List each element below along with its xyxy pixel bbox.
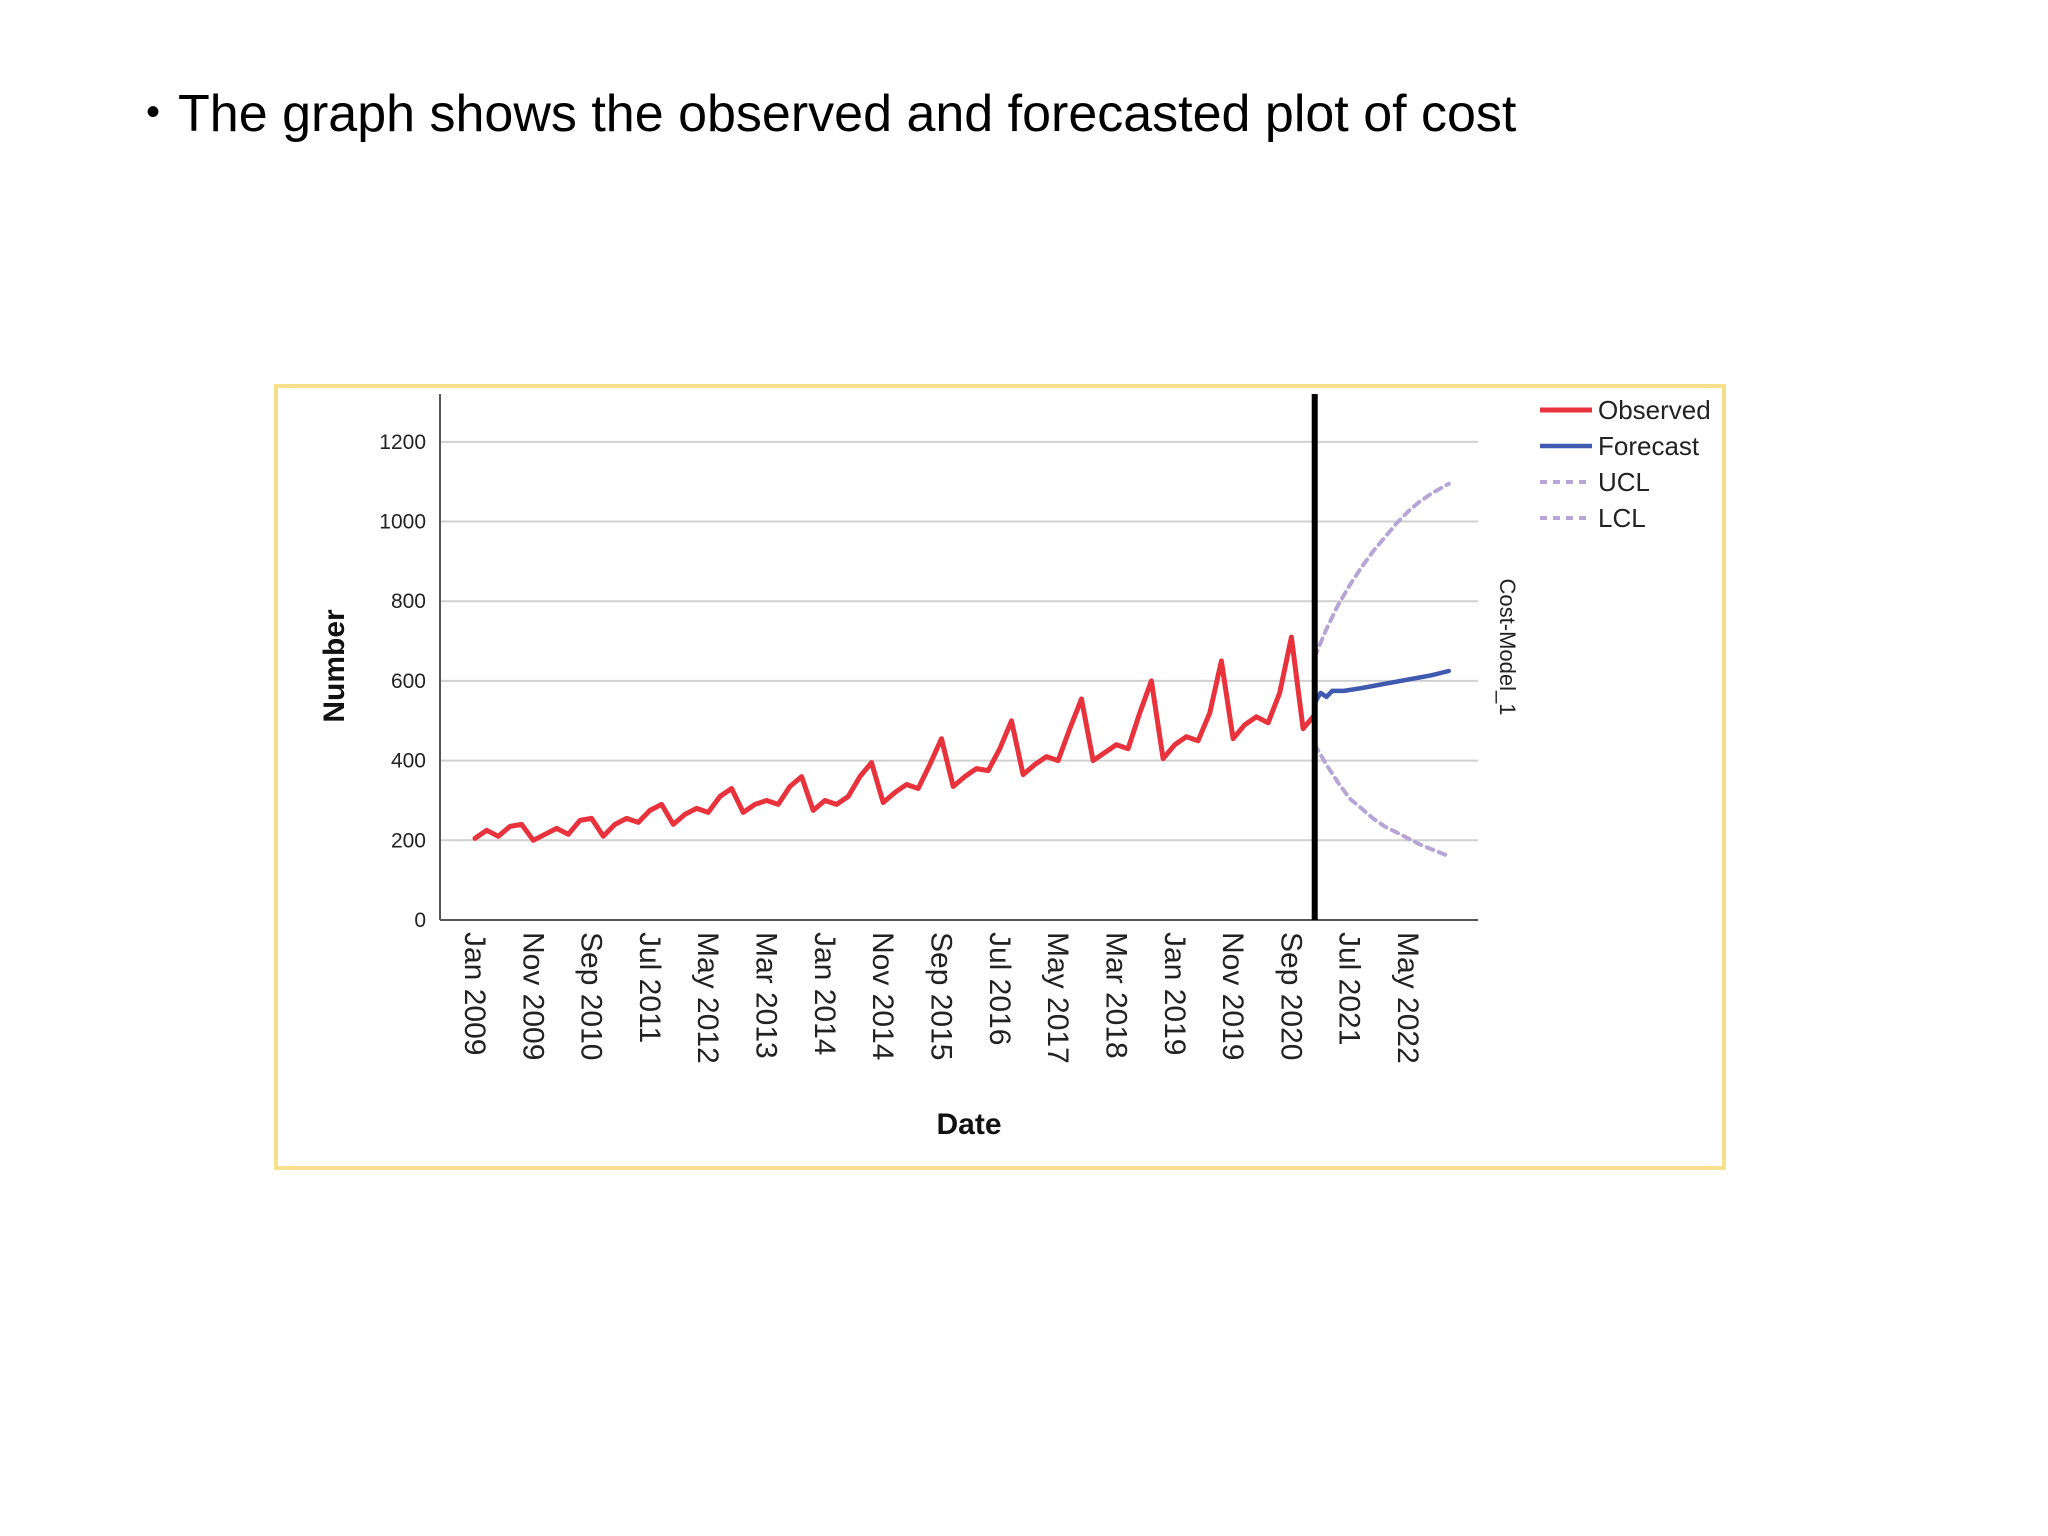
y-tick-label: 200: [391, 829, 426, 852]
x-tick-label: Jul 2021: [1333, 932, 1366, 1045]
y-tick-label: 0: [414, 909, 426, 932]
y-tick-label: 600: [391, 670, 426, 693]
legend-label: Forecast: [1598, 431, 1700, 461]
x-tick-label: Mar 2018: [1099, 932, 1132, 1059]
axes: [439, 394, 1478, 921]
x-tick-label: Sep 2010: [575, 932, 608, 1060]
series-line-lcl: [1312, 742, 1451, 859]
x-tick-label: May 2012: [691, 932, 724, 1064]
legend-label: LCL: [1598, 503, 1646, 533]
x-tick-label: Nov 2019: [1216, 932, 1249, 1060]
model-label: Cost-Model_1: [1495, 579, 1520, 716]
x-tick-label: Jan 2014: [808, 932, 841, 1055]
x-tick-label: Jan 2009: [458, 932, 491, 1055]
x-tick-label: Mar 2013: [750, 932, 783, 1059]
y-tick-label: 1000: [379, 511, 426, 534]
y-tick-label: 1200: [379, 431, 426, 454]
x-tick-label: Nov 2014: [866, 932, 899, 1060]
series-lines: [472, 481, 1452, 859]
x-tick-label: Nov 2009: [516, 932, 549, 1060]
x-tick-label: Jan 2019: [1158, 932, 1191, 1055]
x-tick-label: Jul 2011: [633, 932, 666, 1043]
legend-label: Observed: [1598, 395, 1711, 425]
bullet-point: • The graph shows the observed and forec…: [146, 84, 1516, 144]
series-line-observed: [472, 634, 1318, 843]
x-axis-title: Date: [936, 1108, 1001, 1141]
chart-frame: 0 200 400 600 800 1000 1200 Jan 2009 Nov 2009 Se…: [274, 384, 1726, 1170]
series-line-forecast: [1312, 668, 1452, 706]
x-tick-label: Sep 2015: [925, 932, 958, 1060]
bullet-icon: •: [146, 90, 161, 134]
gridlines: [440, 440, 1478, 842]
series-line-ucl: [1312, 481, 1451, 659]
y-tick-label: 800: [391, 590, 426, 613]
x-tick-label: May 2017: [1041, 932, 1074, 1064]
bullet-text: The graph shows the observed and forecas…: [178, 85, 1517, 143]
x-tick-label: May 2022: [1391, 932, 1424, 1064]
legend: Observed Forecast UCL LCL: [1540, 395, 1711, 533]
y-axis-title: Number: [318, 609, 351, 723]
y-tick-label: 400: [391, 750, 426, 773]
x-tick-labels: Jan 2009 Nov 2009 Sep 2010 Jul 2011 May 2012…: [458, 932, 1424, 1064]
legend-label: UCL: [1598, 467, 1650, 497]
x-tick-label: Jul 2016: [983, 932, 1016, 1045]
x-tick-label: Sep 2020: [1274, 932, 1307, 1060]
forecast-chart: 0 200 400 600 800 1000 1200 Jan 2009 Nov 2009 Se…: [318, 394, 1711, 1141]
y-tick-labels: 0 200 400 600 800 1000 1200: [379, 431, 426, 932]
